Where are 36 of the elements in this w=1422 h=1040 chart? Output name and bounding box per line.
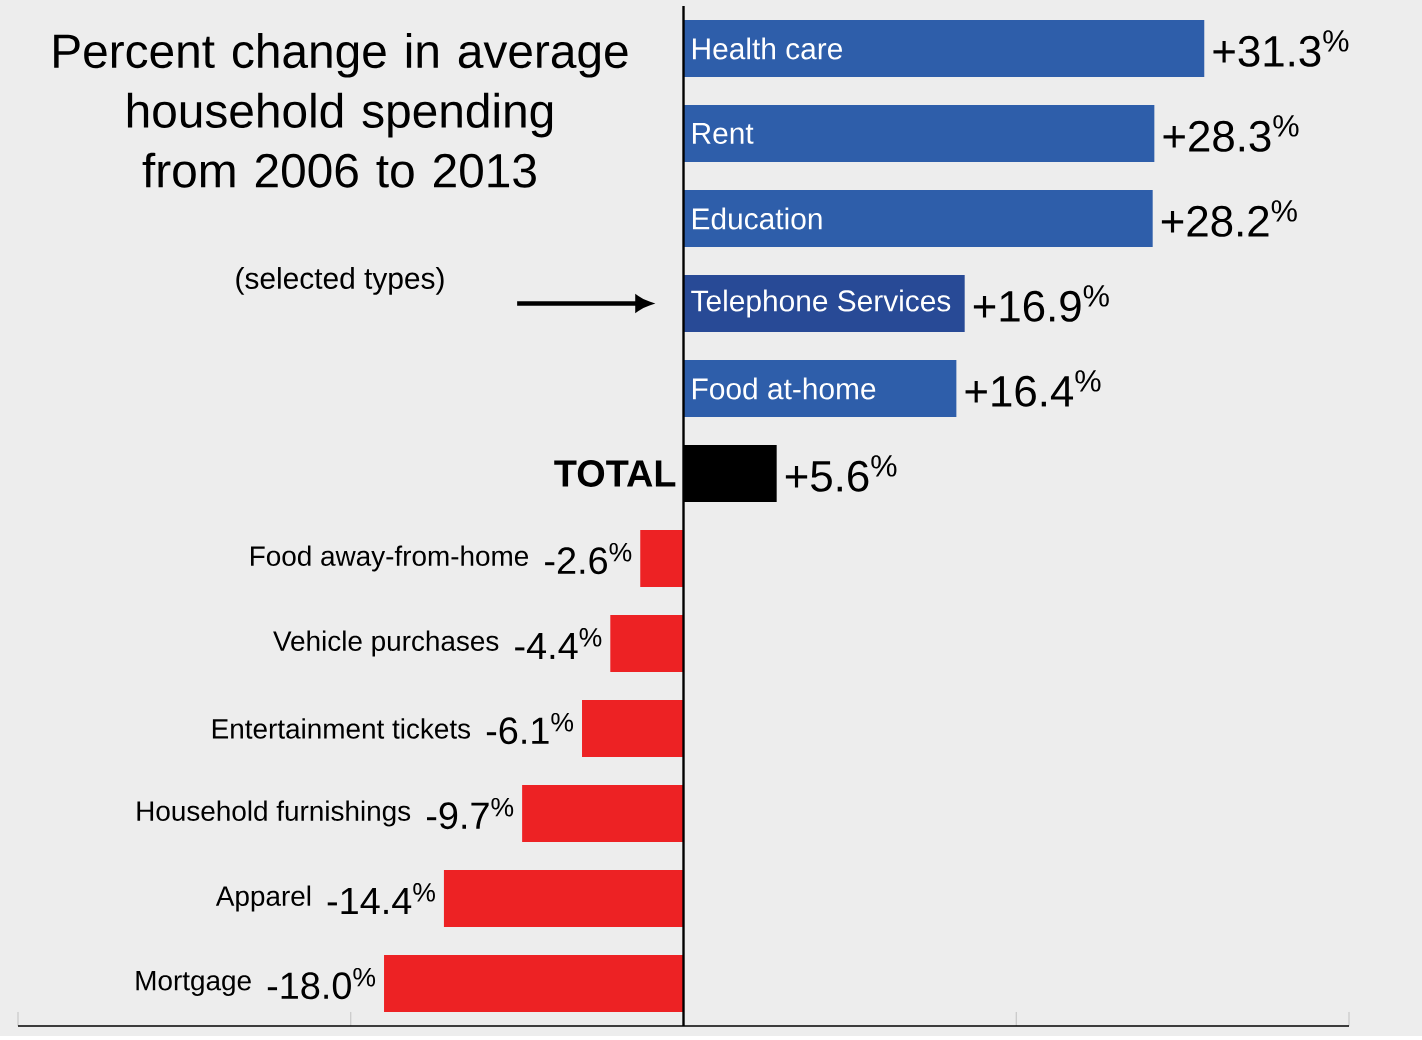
data-label: -18.0$^{%}$	[267, 968, 376, 1000]
text: Percent change in average household spending from 2006 to 2013	[54, 33, 628, 188]
y-tick-label: Vehicle purchases	[273, 630, 499, 657]
data-label: -14.4$^{%}$	[327, 883, 435, 915]
y-tick-label: Telephone Services	[691, 289, 951, 318]
bar	[683, 360, 957, 418]
data-label: -6.1$^{%}$	[486, 713, 574, 745]
data-label: +28.2$^{%}$	[1161, 200, 1297, 238]
data-label: +5.6$^{%}$	[785, 455, 897, 493]
data-label: -2.6$^{%}$	[545, 543, 632, 575]
y-tick-label: Entertainment tickets	[212, 718, 471, 739]
y-tick-label: Apparel	[215, 885, 311, 912]
data-label: -4.4$^{%}$	[515, 628, 602, 660]
bar	[683, 20, 1205, 78]
data-label: +28.3$^{%}$	[1163, 115, 1299, 153]
y-tick-label: Rent	[692, 123, 754, 145]
y-tick-label: Household furnishings	[137, 800, 411, 827]
bar	[443, 870, 684, 928]
y-tick-label: TOTAL	[554, 460, 676, 488]
bar	[582, 700, 684, 758]
bar	[683, 105, 1155, 163]
text: (selected types)	[236, 267, 444, 296]
bar	[610, 615, 684, 673]
bar	[384, 955, 684, 1013]
bar	[683, 190, 1153, 248]
data-label: +31.3$^{%}$	[1213, 30, 1349, 68]
data-label: -9.7$^{%}$	[426, 798, 514, 830]
y-tick-label: Education	[692, 207, 822, 230]
y-tick-label: Food at-home	[692, 377, 876, 400]
y-tick-label: Health care	[692, 37, 842, 60]
bar	[522, 785, 684, 843]
bar	[640, 530, 684, 588]
data-label: +16.4$^{%}$	[965, 370, 1101, 408]
y-tick-label: Mortgage	[136, 971, 251, 997]
data-label: +16.9$^{%}$	[973, 285, 1109, 323]
y-tick-label: Food away-from-home	[251, 545, 529, 572]
